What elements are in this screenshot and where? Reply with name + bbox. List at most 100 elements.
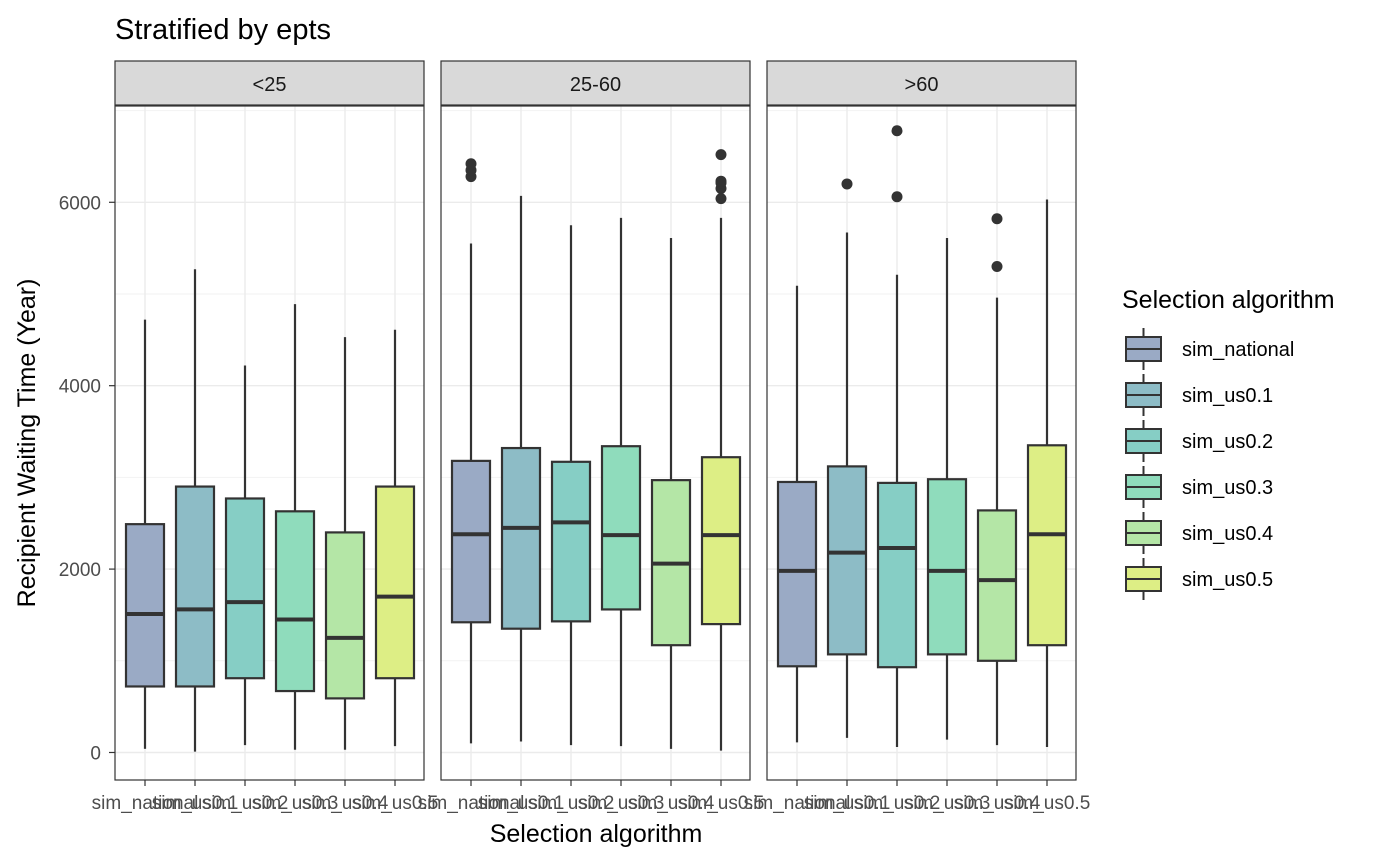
box-sim_national [776,285,818,743]
box-sim_us0.2 [224,365,266,746]
facet-strip [440,60,751,106]
legend-entry: sim_us0.4 [1125,512,1273,554]
x-tick-label: sim_us0.1 [478,793,565,814]
chart-title: Stratified by epts [115,14,331,46]
legend-title: Selection algorithm [1122,286,1335,314]
panel-border [766,105,1077,781]
box-body [324,531,366,700]
x-tick-label: sim_us0.3 [252,793,339,814]
box-sim_us0.1 [174,269,216,752]
outlier-point [991,260,1003,272]
box-sim_us0.3 [926,238,968,740]
legend-label: sim_us0.3 [1182,477,1273,499]
x-tick-label: sim_us0.1 [152,793,239,814]
x-tick-label: sim_us0.5 [678,793,765,814]
facet-strip-label: >60 [905,74,939,96]
legend-label: sim_us0.2 [1182,431,1273,453]
box-sim_us0.5 [700,149,742,751]
outlier-point [891,191,903,203]
panel-background [441,106,750,780]
box-sim_us0.4 [650,238,692,749]
box-sim_us0.2 [550,225,592,746]
box-sim_national [450,158,492,744]
facet-strip [114,60,425,106]
outlier-point [891,125,903,137]
outlier-point [715,193,727,205]
x-tick-label: sim_us0.2 [854,793,941,814]
box-body [876,481,918,669]
legend-label: sim_us0.4 [1182,523,1273,545]
x-tick-label: sim_national [92,793,199,814]
legend-entry: sim_us0.3 [1125,466,1273,508]
box-sim_national [124,319,166,749]
outlier-point [991,213,1003,225]
box-sim_us0.5 [374,329,416,747]
box-sim_us0.2 [876,125,918,747]
box-body [826,465,868,656]
box-sim_us0.3 [274,304,316,750]
legend-entry: sim_national [1125,328,1294,370]
outlier-point [715,149,727,161]
box-sim_us0.4 [324,337,366,750]
x-tick-label: sim_us0.4 [302,793,389,814]
facet-strip-label: <25 [253,74,287,96]
box-sim_us0.1 [500,195,542,742]
y-axis-label: Recipient Waiting Time (Year) [13,279,41,608]
legend-entry: sim_us0.5 [1125,558,1273,600]
x-axis-label: Selection algorithm [490,820,703,848]
x-tick-label: sim_us0.3 [904,793,991,814]
x-tick-label: sim_us0.5 [352,793,439,814]
y-tick-label: 6000 [59,193,101,214]
box-body [174,485,216,688]
x-tick-label: sim_us0.4 [954,793,1041,814]
panel-border [114,105,425,781]
box-body [1026,444,1068,647]
box-body [700,456,742,626]
x-tick-label: sim_us0.2 [528,793,615,814]
panel-background [767,106,1076,780]
x-tick-label: sim_us0.1 [804,793,891,814]
box-body [776,480,818,668]
facet-strip [766,60,1077,106]
y-tick-label: 2000 [59,560,101,581]
facet-strip-label: 25-60 [570,74,621,96]
facet-panel: >60sim_nationalsim_us0.1sim_us0.2sim_us0… [744,60,1091,814]
y-tick-label: 4000 [59,377,101,398]
x-tick-label: sim_us0.5 [1004,793,1091,814]
x-tick-label: sim_us0.4 [628,793,715,814]
outlier-point [841,178,853,190]
box-body [600,445,642,611]
facet-panel: <25sim_nationalsim_us0.1sim_us0.2sim_us0… [92,60,439,814]
legend-entry: sim_us0.1 [1125,374,1273,416]
box-sim_us0.4 [976,213,1018,746]
box-body [124,523,166,688]
box-body [550,460,592,623]
x-tick-label: sim_national [418,793,525,814]
box-sim_us0.1 [826,178,868,738]
box-body [274,510,316,693]
legend-label: sim_us0.5 [1182,569,1273,591]
box-sim_us0.3 [600,217,642,747]
box-body [500,446,542,630]
x-tick-label: sim_us0.2 [202,793,289,814]
outlier-point [715,175,727,187]
facet-panels: 0200040006000<25sim_nationalsim_us0.1sim… [59,60,1091,814]
legend: Selection algorithm sim_national sim_us0.… [1122,286,1335,600]
box-body [976,509,1018,662]
legend-label: sim_national [1182,339,1294,361]
box-body [926,478,968,656]
box-body [224,497,266,680]
legend-entry: sim_us0.2 [1125,420,1273,462]
panel-background [115,106,424,780]
box-body [374,485,416,680]
box-body [450,459,492,624]
box-sim_us0.5 [1026,199,1068,747]
x-tick-label: sim_us0.3 [578,793,665,814]
x-tick-label: sim_national [744,793,851,814]
panel-border [440,105,751,781]
facet-panel: 25-60sim_nationalsim_us0.1sim_us0.2sim_u… [418,60,765,814]
legend-label: sim_us0.1 [1182,385,1273,407]
y-tick-label: 0 [90,743,101,764]
outlier-point [465,158,477,170]
